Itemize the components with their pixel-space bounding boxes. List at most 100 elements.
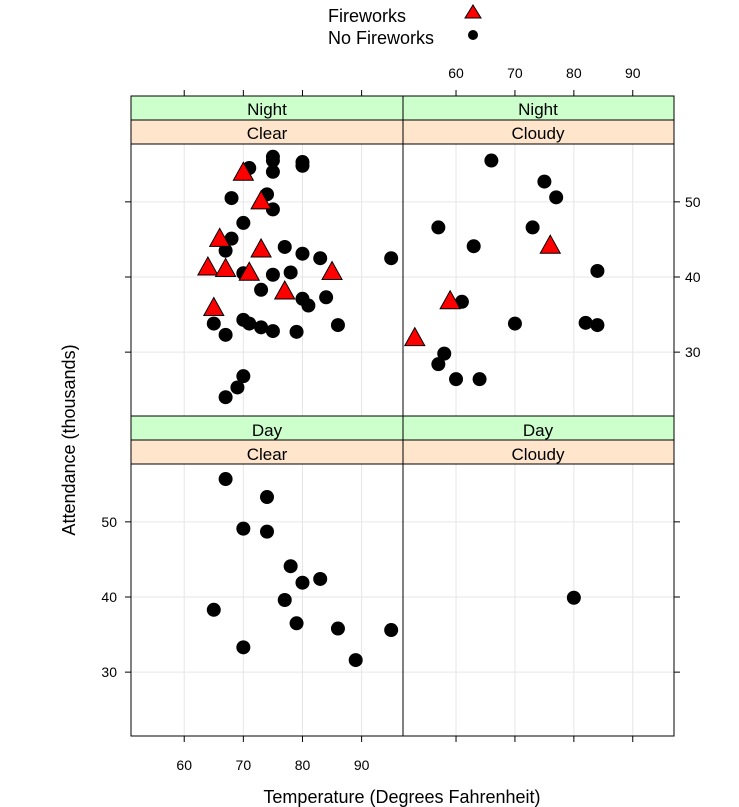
strip-label-sky: Clear [247, 445, 288, 464]
point-no-fireworks [313, 251, 328, 266]
point-fireworks [202, 296, 225, 317]
point-no-fireworks [230, 380, 245, 395]
point-no-fireworks [578, 315, 593, 330]
point-no-fireworks [590, 263, 605, 278]
point-no-fireworks [218, 472, 233, 487]
point-no-fireworks [260, 524, 274, 539]
strip-night-clear: Night Clear [130, 95, 404, 145]
point-no-fireworks [431, 220, 446, 235]
point-no-fireworks [206, 602, 221, 617]
point-no-fireworks [449, 372, 464, 387]
y-tick-label: 40 [685, 269, 701, 285]
x-tick-label: 60 [176, 757, 192, 773]
point-no-fireworks [265, 164, 280, 179]
point-no-fireworks [301, 298, 316, 313]
point-no-fireworks [431, 357, 446, 372]
point-no-fireworks [384, 251, 399, 266]
point-no-fireworks [289, 616, 304, 631]
point-fireworks [403, 326, 426, 347]
x-tick-label: 80 [295, 757, 311, 773]
y-tick-label: 50 [685, 194, 701, 210]
legend-marker-fireworks [464, 4, 482, 19]
legend-marker-no-fireworks [468, 30, 478, 40]
x-tick-label: 90 [625, 65, 641, 81]
point-no-fireworks [206, 316, 221, 331]
point-no-fireworks [466, 239, 481, 254]
point-fireworks [214, 257, 237, 277]
point-no-fireworks [218, 390, 233, 405]
panel-frame [402, 143, 675, 417]
panel-night-clear [130, 143, 404, 417]
strip-label-sky: Clear [247, 124, 288, 143]
x-tick-label: 80 [566, 65, 582, 81]
point-no-fireworks [295, 575, 310, 590]
strip-day-clear: Day Clear [130, 415, 404, 465]
point-no-fireworks [265, 153, 280, 168]
strip-label-time: Night [518, 100, 558, 119]
strip-label-time: Day [252, 421, 283, 440]
strip-label-time: Day [523, 421, 554, 440]
point-fireworks [250, 189, 272, 210]
legend-label-no-fireworks: No Fireworks [328, 28, 434, 48]
point-no-fireworks [590, 318, 605, 333]
point-no-fireworks [218, 327, 233, 342]
point-no-fireworks [254, 320, 269, 335]
panel-frame [130, 143, 404, 417]
point-no-fireworks [224, 231, 239, 246]
point-fireworks [539, 234, 562, 254]
panel-day-clear [130, 463, 404, 737]
panel-frame [130, 463, 404, 737]
strip-label-sky: Cloudy [512, 124, 565, 143]
point-no-fireworks [330, 318, 345, 333]
point-no-fireworks [260, 490, 274, 505]
point-no-fireworks [236, 369, 251, 384]
strip-night-cloudy: Night Cloudy [402, 95, 675, 145]
x-tick-label: 90 [354, 757, 370, 773]
point-no-fireworks [537, 174, 552, 189]
point-fireworks [321, 260, 343, 280]
panel-night-cloudy [402, 143, 675, 417]
strip-day-cloudy: Day Cloudy [402, 415, 675, 465]
point-no-fireworks [549, 190, 564, 205]
point-no-fireworks [265, 267, 280, 282]
point-no-fireworks [236, 521, 251, 536]
point-no-fireworks [330, 621, 345, 636]
point-no-fireworks [525, 220, 540, 235]
y-tick-label: 30 [685, 344, 701, 360]
point-no-fireworks [566, 590, 581, 605]
point-no-fireworks [295, 158, 310, 173]
point-no-fireworks [277, 593, 292, 607]
point-fireworks [232, 161, 255, 181]
panel-frame [402, 463, 675, 737]
x-tick-label: 60 [448, 65, 464, 81]
point-fireworks [250, 237, 272, 258]
point-fireworks [273, 279, 296, 300]
point-no-fireworks [384, 623, 399, 638]
point-no-fireworks [236, 640, 251, 655]
x-tick-label: 70 [507, 65, 523, 81]
point-fireworks [439, 289, 461, 310]
point-no-fireworks [265, 324, 280, 339]
point-fireworks [238, 261, 261, 281]
panels [130, 143, 675, 737]
point-no-fireworks [348, 653, 363, 668]
point-no-fireworks [289, 324, 304, 339]
point-no-fireworks [224, 191, 239, 206]
point-no-fireworks [236, 215, 251, 230]
y-tick-label: 50 [101, 514, 117, 530]
y-axis-title: Attendance (thousands) [59, 344, 79, 535]
legend: Fireworks No Fireworks [328, 4, 482, 48]
point-no-fireworks [437, 346, 452, 361]
point-no-fireworks [313, 571, 328, 586]
y-tick-label: 30 [101, 664, 117, 680]
point-no-fireworks [283, 265, 298, 280]
point-no-fireworks [319, 290, 334, 305]
point-fireworks [208, 227, 231, 247]
point-no-fireworks [484, 153, 499, 168]
x-tick-label: 70 [236, 757, 252, 773]
legend-label-fireworks: Fireworks [328, 6, 406, 26]
point-fireworks [197, 255, 219, 276]
x-axis-title: Temperature (Degrees Fahrenheit) [263, 787, 540, 807]
panel-day-cloudy [402, 463, 675, 737]
